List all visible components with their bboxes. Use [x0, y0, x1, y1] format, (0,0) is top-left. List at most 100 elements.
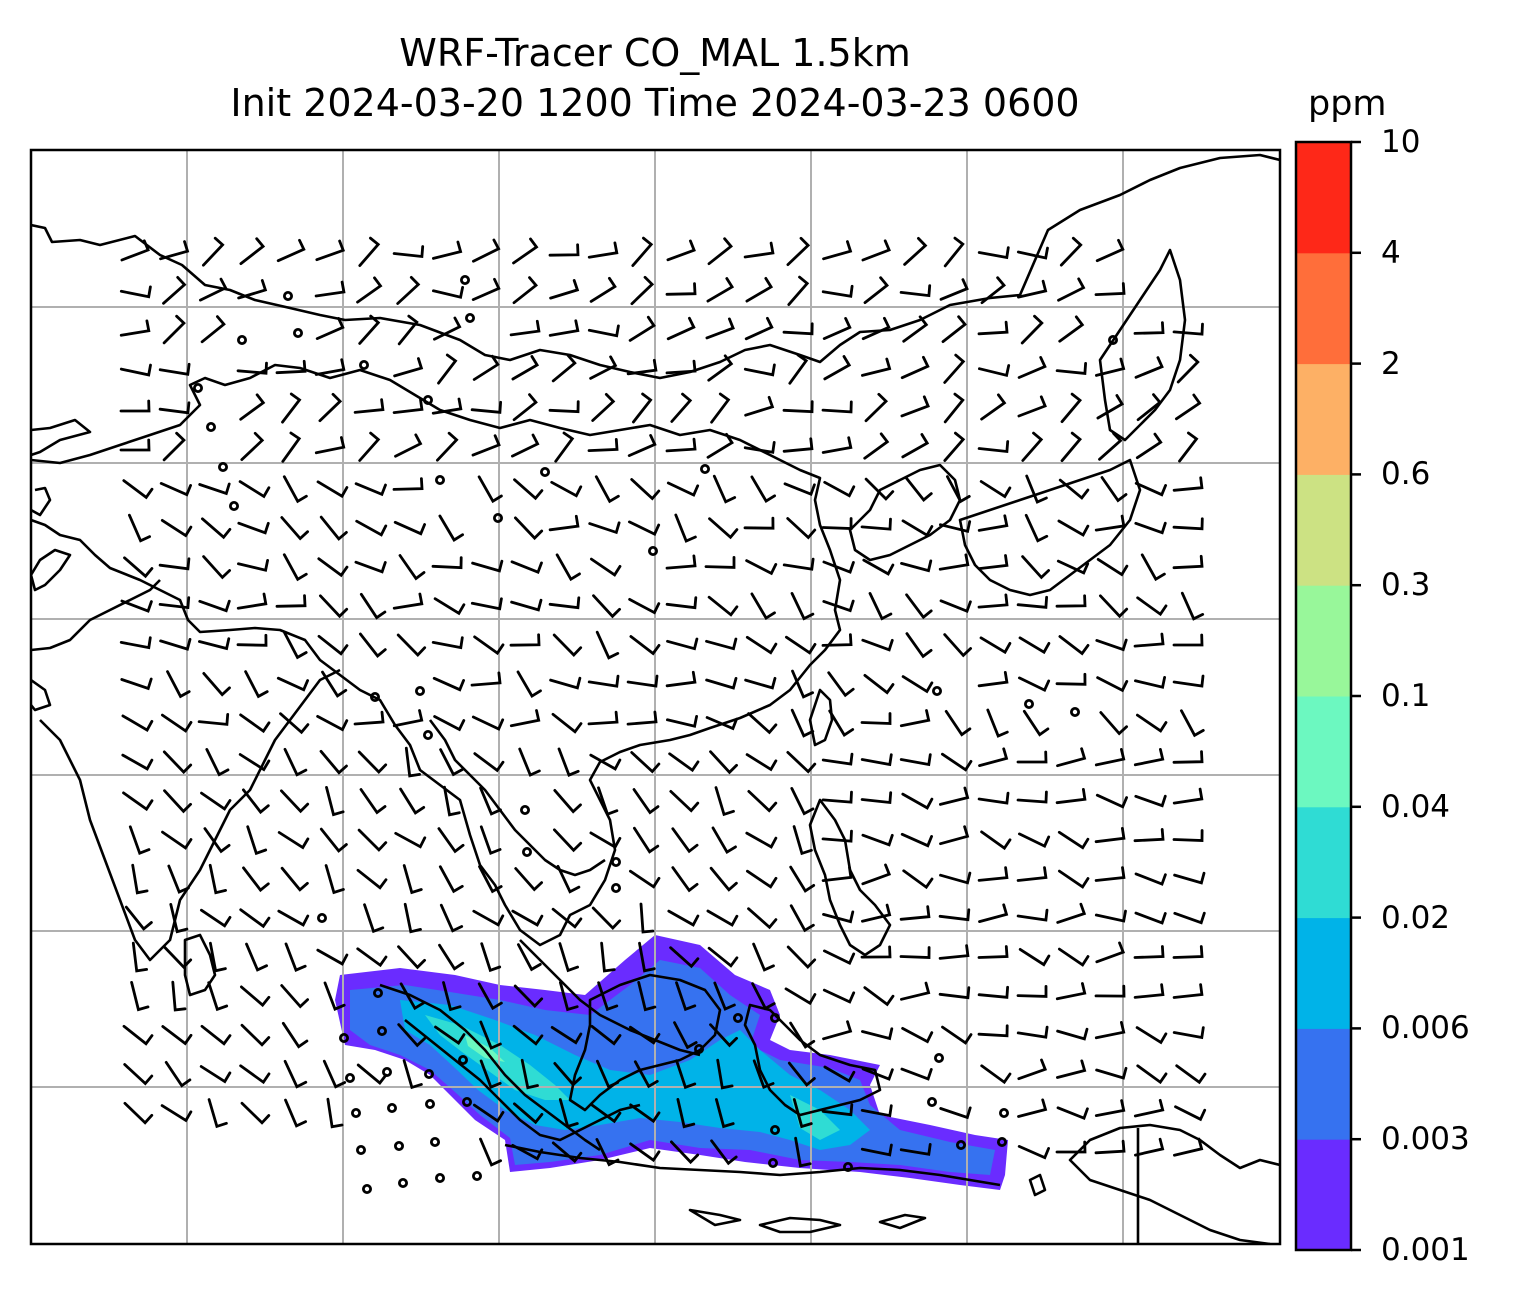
calm-wind-marker	[292, 327, 303, 338]
wind-barb	[822, 599, 855, 613]
calm-wind-marker	[316, 913, 327, 924]
wind-barb	[402, 1059, 423, 1090]
calm-wind-marker	[997, 1137, 1008, 1148]
wind-barb	[671, 866, 699, 893]
wind-barb	[119, 319, 151, 337]
wind-barb	[124, 905, 153, 931]
wind-barb	[939, 786, 970, 806]
wind-barb	[161, 830, 193, 850]
wind-barb	[1095, 793, 1128, 809]
wind-barb	[240, 431, 265, 461]
wind-barb	[943, 236, 965, 268]
wind-barb	[511, 1143, 544, 1161]
wind-barb	[1094, 1021, 1126, 1040]
wind-barb	[472, 238, 501, 263]
wind-barb	[747, 712, 778, 735]
wind-barb	[977, 554, 1009, 570]
wind-barb	[359, 632, 387, 658]
colorbar-bands	[1296, 142, 1351, 1251]
wind-barb	[709, 750, 738, 775]
wind-barb	[1173, 871, 1206, 885]
wind-barb	[1018, 676, 1051, 692]
wind-barb	[275, 594, 307, 608]
wind-barb	[398, 554, 426, 581]
wind-barb	[1136, 1064, 1168, 1085]
wind-barb	[597, 786, 619, 817]
wind-barb	[1100, 476, 1128, 503]
wind-barb	[861, 1067, 894, 1081]
wind-barb	[1133, 632, 1165, 648]
wind-barb	[786, 517, 817, 540]
wind-barb	[280, 789, 310, 814]
wind-barb	[750, 475, 776, 504]
wind-barb	[786, 236, 811, 266]
calm-wind-marker	[611, 857, 622, 868]
wind-barb	[510, 560, 543, 575]
wind-barb	[479, 1020, 502, 1050]
wind-barb	[551, 354, 577, 383]
wind-barb	[1096, 558, 1129, 577]
wind-barb	[979, 480, 1012, 499]
wind-barb	[941, 1025, 973, 1045]
wind-barb	[158, 362, 191, 376]
wind-barb	[1058, 869, 1090, 889]
wind-barb	[280, 516, 309, 541]
wind-barb	[752, 1059, 775, 1090]
wind-barb	[1055, 362, 1087, 375]
wind-barb	[1175, 393, 1202, 421]
calm-wind-marker	[344, 1073, 355, 1084]
wind-barb	[704, 556, 736, 569]
wind-barb	[747, 907, 778, 930]
wind-barb	[786, 945, 817, 970]
wind-barb	[789, 865, 816, 893]
wind-barb	[358, 236, 381, 267]
wind-barb	[1172, 829, 1204, 842]
wind-barb	[823, 1065, 856, 1083]
calm-wind-marker	[457, 1055, 468, 1066]
wind-barb	[358, 314, 381, 345]
map-frame	[29, 148, 1282, 1246]
wind-barb	[283, 747, 308, 777]
wind-barb	[120, 599, 153, 613]
calm-wind-marker	[282, 290, 293, 301]
colorbar-tick-label: 0.006	[1381, 1010, 1470, 1047]
wind-barb	[1056, 1059, 1087, 1079]
wind-barb	[750, 592, 776, 621]
wind-barb	[900, 559, 933, 573]
wind-barb	[941, 752, 973, 772]
wind-barb	[393, 520, 426, 536]
wind-barb	[980, 393, 1007, 421]
wind-barb	[789, 1021, 816, 1049]
wind-barb	[944, 710, 972, 737]
wind-barb	[207, 1098, 228, 1129]
colorbar-tick-label: 0.001	[1381, 1232, 1470, 1268]
wind-barb	[1056, 902, 1087, 924]
wind-barb	[978, 747, 1009, 767]
wind-barb	[1017, 395, 1047, 418]
wind-barb	[628, 520, 661, 536]
calm-wind-marker	[217, 461, 228, 472]
wind-barb	[1134, 521, 1167, 535]
wind-barb	[402, 864, 423, 895]
wind-barb	[745, 635, 778, 655]
wind-barb	[637, 981, 657, 1012]
wind-barb	[548, 319, 580, 337]
wind-barb	[318, 392, 343, 423]
wind-barb	[554, 431, 575, 463]
wind-barb	[860, 712, 892, 725]
wind-barb	[119, 636, 152, 650]
wind-barb	[1021, 555, 1050, 580]
calm-wind-marker	[422, 394, 433, 405]
wind-barb	[162, 750, 193, 775]
wind-barb	[357, 750, 388, 775]
wind-barb	[632, 392, 653, 424]
wind-barb	[433, 597, 466, 616]
wind-barb	[284, 1098, 307, 1128]
wind-barb	[864, 477, 895, 501]
wind-barb	[665, 359, 697, 375]
wind-barb	[1022, 709, 1050, 737]
wind-barb	[1055, 982, 1087, 1001]
calm-wind-marker	[386, 1103, 397, 1114]
wind-barb	[197, 713, 230, 726]
